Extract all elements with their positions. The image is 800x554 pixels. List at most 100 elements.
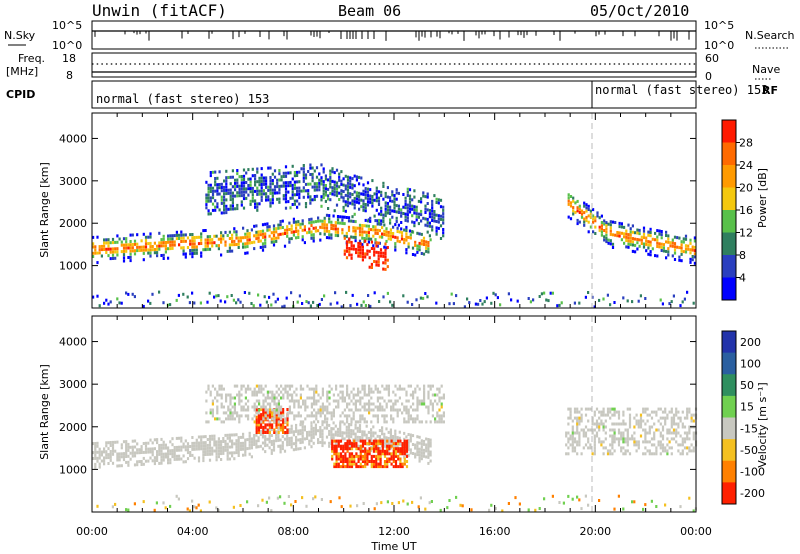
power-cell (258, 192, 261, 196)
power-cell (223, 204, 226, 208)
power-cell (623, 235, 626, 239)
velocity-cell (253, 443, 256, 446)
velocity-cell (377, 452, 380, 456)
velocity-cell (242, 444, 245, 448)
power-cell (151, 248, 154, 252)
power-cell (290, 230, 293, 234)
power-cell (272, 243, 276, 247)
power-cell (260, 186, 263, 190)
velocity-cell (319, 426, 322, 429)
velocity-cell (403, 460, 406, 463)
power-cell (603, 219, 606, 223)
velocity-cell (326, 405, 329, 409)
power-cell (366, 219, 370, 223)
velocity-cell (324, 405, 327, 409)
velocity-cell (255, 399, 258, 403)
velocity-cell (220, 384, 223, 388)
velocity-cell (664, 419, 667, 423)
velocity-cell (659, 422, 662, 426)
power-cell (107, 241, 110, 245)
power-cell (405, 238, 408, 242)
power-cell (396, 230, 399, 233)
velocity-cell (277, 393, 280, 397)
velocity-cell (213, 443, 216, 447)
power-cell (594, 232, 597, 235)
velocity-cell (576, 419, 579, 423)
velocity-cell (354, 438, 357, 442)
power-cell (378, 241, 381, 245)
velocity-cell (622, 437, 625, 441)
power-cell (242, 226, 245, 230)
power-cell (400, 214, 403, 218)
velocity-cell (214, 417, 217, 421)
power-cell (103, 244, 106, 248)
power-cell (549, 291, 552, 295)
power-cell (259, 239, 262, 243)
velocity-cell (352, 396, 355, 400)
velocity-cell (650, 443, 654, 447)
velocity-cell (670, 419, 673, 423)
velocity-cell (425, 443, 428, 447)
velocity-cell (310, 433, 313, 437)
power-cell (297, 236, 300, 239)
power-cell (572, 209, 575, 213)
velocity-cell (405, 447, 409, 451)
power-cell (281, 232, 284, 236)
power-cell (678, 246, 681, 250)
velocity-cell (330, 430, 333, 434)
power-cell (92, 242, 95, 246)
velocity-cell (191, 444, 194, 448)
power-cell (211, 196, 215, 200)
power-cell (226, 249, 229, 253)
power-cell (365, 224, 368, 228)
power-cell (667, 247, 670, 251)
power-cell (420, 197, 423, 201)
power-cell (325, 229, 329, 233)
velocity-cell (103, 459, 106, 463)
velocity-cell (224, 439, 227, 443)
velocity-cell (142, 450, 145, 454)
power-cell (251, 199, 254, 203)
velocity-cell (383, 441, 386, 445)
velocity-cell (582, 434, 585, 438)
velocity-cell (213, 434, 216, 438)
velocity-cell (208, 446, 212, 450)
velocity-cell (593, 410, 596, 414)
power-cell (138, 249, 141, 252)
power-cell (668, 302, 671, 306)
velocity-cell (611, 434, 614, 438)
velocity-cell (398, 442, 401, 446)
velocity-cell (133, 463, 137, 467)
power-cell (452, 302, 455, 306)
velocity-cell (368, 442, 371, 446)
power-cell (684, 244, 688, 248)
power-cell (226, 295, 229, 299)
power-cell (403, 238, 406, 241)
power-cell (103, 301, 106, 305)
power-cell (383, 229, 386, 233)
power-cell (224, 230, 227, 234)
velocity-cell (622, 413, 625, 417)
velocity-cell (345, 428, 348, 432)
velocity-cell (620, 449, 623, 453)
velocity-cell (353, 444, 356, 448)
power-cell (665, 230, 668, 234)
velocity-cell (571, 449, 574, 453)
velocity-cell (229, 396, 232, 400)
velocity-cell (386, 460, 389, 463)
power-cell (142, 248, 145, 252)
velocity-cell (650, 437, 654, 441)
velocity-cell (375, 502, 378, 506)
velocity-cell (175, 494, 178, 498)
power-cell (171, 240, 174, 244)
velocity-cell (405, 420, 408, 424)
velocity-cell (229, 417, 232, 421)
power-cell (308, 221, 311, 225)
power-cell (642, 229, 646, 233)
power-cell (308, 227, 311, 231)
velocity-cell (103, 447, 106, 451)
velocity-cell (407, 433, 410, 436)
power-cell (92, 245, 95, 249)
power-cell (204, 229, 207, 232)
power-colorbar-label: Power [dB] (756, 168, 769, 228)
